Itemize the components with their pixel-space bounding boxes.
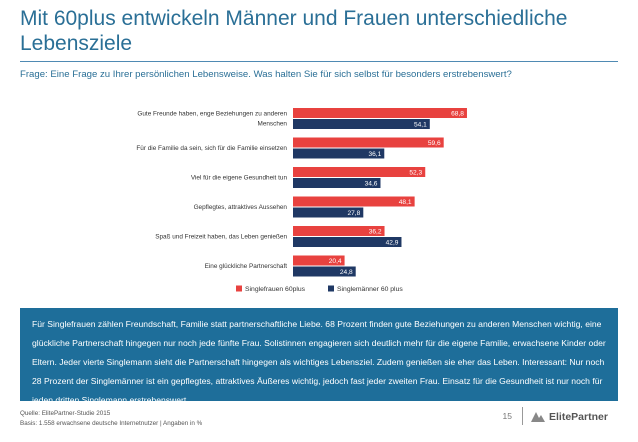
survey-question: Frage: Eine Frage zu Ihrer persönlichen … <box>20 69 512 80</box>
category-label: Gute Freunde haben, enge Beziehungen zu … <box>137 111 287 128</box>
bar-value-label: 52,3 <box>409 170 422 177</box>
bar-women <box>293 255 345 266</box>
page-number: 15 <box>502 411 512 421</box>
legend-label-women: Singlefrauen 60plus <box>245 286 306 293</box>
bar-value-label: 54,1 <box>414 122 427 129</box>
title-divider <box>20 61 618 62</box>
category-label: Viel für die eigene Gesundheit tun <box>191 175 288 182</box>
legend-swatch-men <box>328 285 334 292</box>
bar-women <box>293 137 444 148</box>
source-line: Quelle: ElitePartner-Studie 2015 <box>20 410 111 417</box>
category-label: Für die Familie da sein, sich für die Fa… <box>136 145 287 152</box>
elitepartner-logo: ElitePartner <box>530 410 625 424</box>
bar-value-label: 24,8 <box>340 269 353 276</box>
bar-women <box>293 196 415 207</box>
summary-text: Für Singlefrauen zählen Freundschaft, Fa… <box>32 319 606 405</box>
bar-men <box>293 119 430 129</box>
bar-men <box>293 178 381 188</box>
legend-swatch-women <box>236 285 242 292</box>
bar-men <box>293 237 402 247</box>
bar-women <box>293 108 467 118</box>
bar-men <box>293 207 364 218</box>
bar-value-label: 36,2 <box>369 229 382 236</box>
bar-value-label: 42,9 <box>386 240 399 247</box>
bar-value-label: 34,6 <box>365 181 378 188</box>
category-label: Eine glückliche Partnerschaft <box>205 263 288 270</box>
bar-value-label: 20,4 <box>329 258 342 265</box>
bar-men <box>293 266 356 277</box>
legend-label-men: Singlemänner 60 plus <box>337 286 403 293</box>
slide-title: Mit 60plus entwickeln Männer und Frauen … <box>20 7 568 55</box>
category-label: Spaß und Freizeit haben, das Leben genie… <box>155 234 287 241</box>
logo-icon <box>531 412 545 422</box>
logo-text: ElitePartner <box>549 411 608 423</box>
summary-box: Für Singlefrauen zählen Freundschaft, Fa… <box>20 308 618 405</box>
category-label: Gepflegtes, attraktives Aussehen <box>194 204 288 211</box>
footer-source: Quelle: ElitePartner-Studie 2015 Basis: … <box>20 409 440 429</box>
footer-divider <box>522 407 523 425</box>
basis-line: Basis: 1.558 erwachsene deutsche Interne… <box>20 420 203 427</box>
bar-value-label: 36,1 <box>368 151 381 158</box>
bar-chart: Gute Freunde haben, enge Beziehungen zu … <box>136 108 467 293</box>
bar-women <box>293 226 385 236</box>
bar-men <box>293 148 385 159</box>
bar-value-label: 59,6 <box>428 140 441 147</box>
bar-value-label: 27,8 <box>347 210 360 217</box>
bar-value-label: 68,8 <box>451 111 464 118</box>
bar-value-label: 48,1 <box>399 199 412 206</box>
bar-women <box>293 167 426 177</box>
